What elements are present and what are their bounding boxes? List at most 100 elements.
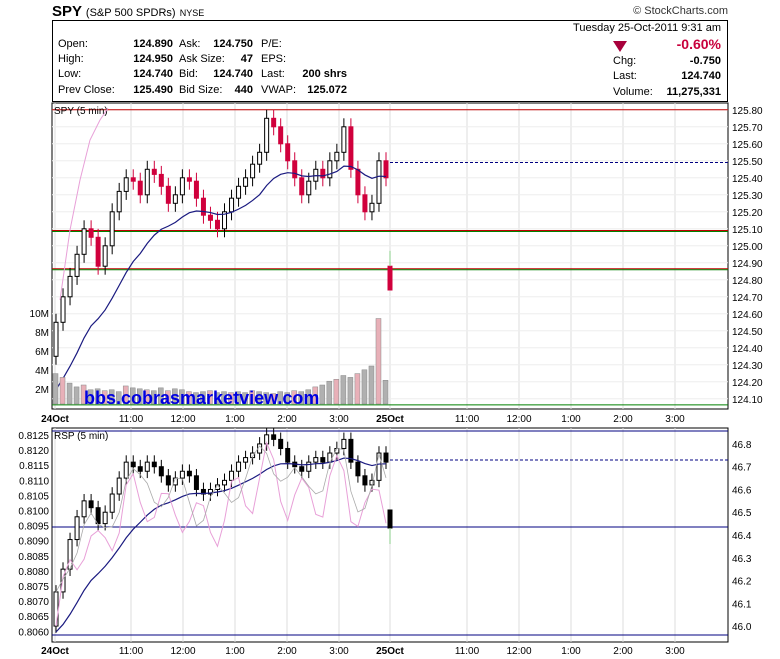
volume-bar <box>66 382 73 405</box>
rsp-left-tick-label: 0.8075 <box>18 582 49 593</box>
volume-bar <box>291 390 297 405</box>
price-candle-body <box>109 211 115 247</box>
volume-bar <box>94 388 101 405</box>
volume-bar <box>87 389 94 405</box>
price-candle-body <box>137 180 143 196</box>
low-label: Low: <box>58 68 82 80</box>
volume-bar <box>382 380 389 405</box>
rsp-candle-body <box>53 591 59 627</box>
date-line: Tuesday 25-Oct-2011 9:31 am <box>573 22 721 34</box>
price-candle-body <box>193 180 199 199</box>
rsp-candle-body <box>313 457 319 463</box>
volume-bar <box>284 392 290 405</box>
rsp-x-tick-label: 2:00 <box>613 646 633 657</box>
price-tick-label: 124.60 <box>732 310 763 321</box>
price-candle-body <box>116 190 122 213</box>
rsp-x-tick-label: 3:00 <box>665 646 685 657</box>
volume-bar <box>179 389 185 405</box>
volume-bar <box>80 384 87 405</box>
price-candle-body <box>88 228 94 238</box>
rsp-left-tick-label: 0.8115 <box>19 461 49 472</box>
volume-tick-label: 8M <box>35 328 49 339</box>
volume-bar <box>277 391 283 405</box>
watermark-text: bbs.cobrasmarketview.com <box>84 388 319 408</box>
volume-bar <box>305 389 312 405</box>
rsp-pink-overlay <box>55 440 387 627</box>
ask-label: Ask: <box>179 38 201 50</box>
price-x-tick-label: 2:00 <box>613 414 633 425</box>
price-candle-body <box>278 126 284 145</box>
price-tick-label: 124.50 <box>732 327 763 338</box>
price-candle-body <box>257 151 263 165</box>
volume-bar <box>298 391 304 405</box>
volume-bar <box>256 391 262 405</box>
down-arrow-icon <box>613 41 627 52</box>
price-candle-body <box>292 160 298 179</box>
rsp-candle-body <box>102 511 108 525</box>
bid-label: Bid: <box>179 68 198 80</box>
rsp-right-tick-label: 46.1 <box>732 599 752 610</box>
rsp-candle-body <box>88 500 94 509</box>
volume-bar <box>172 388 178 405</box>
brand-label[interactable]: © StockCharts.com <box>633 5 728 17</box>
price-candle-body <box>151 168 157 175</box>
price-candle-body <box>376 160 382 204</box>
price-candle-body <box>355 168 361 196</box>
rsp-candle-body <box>123 461 129 479</box>
price-tick-label: 125.50 <box>732 157 763 168</box>
rsp-today-candle <box>387 509 393 529</box>
rsp-x-tick-label: 11:00 <box>455 646 480 657</box>
rsp-candle-body <box>341 438 347 449</box>
rsp-left-tick-label: 0.8095 <box>18 522 49 533</box>
rsp-candle-body <box>285 447 291 463</box>
volume-bar <box>108 389 115 405</box>
rsp-right-tick-label: 46.6 <box>732 485 752 496</box>
rsp-candle-body <box>320 457 326 463</box>
price-candle-body <box>172 194 178 204</box>
price-x-tick-label: 3:00 <box>665 414 685 425</box>
volume-bar <box>354 373 361 405</box>
rsp-x-tick-label: 24Oct <box>41 646 69 657</box>
volume-bar <box>249 390 255 405</box>
price-candle-body <box>264 117 270 153</box>
price-candle-body <box>243 177 249 187</box>
volume-bar <box>73 386 80 405</box>
volume-bar <box>122 385 129 405</box>
volume-bar <box>137 388 143 405</box>
price-candle-body <box>320 168 326 179</box>
chg-label: Chg: <box>613 55 637 67</box>
rsp-left-tick-label: 0.8085 <box>18 552 49 563</box>
rsp-candle-body <box>130 461 136 468</box>
rsp-left-tick-label: 0.8100 <box>18 507 49 518</box>
volume-bar <box>319 384 326 405</box>
volume-bar <box>361 369 368 405</box>
price-tick-label: 125.40 <box>732 174 763 185</box>
price-tick-label: 125.80 <box>732 106 763 117</box>
volume-tick-label: 10M <box>30 309 49 320</box>
rsp-right-tick-label: 46.8 <box>732 440 752 451</box>
price-candle-body <box>327 160 333 179</box>
price-candle-body <box>229 197 235 213</box>
rsp-candle-body <box>95 507 101 525</box>
price-candle-body <box>222 211 228 230</box>
volume-bar <box>193 392 199 405</box>
symbol-fullname: (S&P 500 SPDRs) <box>85 7 176 19</box>
symbol: SPY <box>52 3 82 20</box>
volume-tick-label: 4M <box>35 366 49 377</box>
prev-close-value: 125.490 <box>133 84 173 96</box>
rsp-candle-body <box>299 466 305 472</box>
change-percent: -0.60% <box>676 36 721 52</box>
volume-bar <box>326 380 333 405</box>
volume-bar <box>347 377 354 405</box>
price-x-tick-label: 12:00 <box>506 414 531 425</box>
volume-bar <box>235 391 241 405</box>
price-x-tick-label: 24Oct <box>41 414 69 425</box>
vwap-label: VWAP: <box>261 84 297 96</box>
rsp-left-tick-label: 0.8070 <box>18 597 49 608</box>
price-candle-body <box>306 180 312 196</box>
price-candle-body <box>165 185 171 204</box>
volume-bar <box>375 318 382 405</box>
price-candle-body <box>214 219 220 230</box>
volume-bar <box>200 391 206 405</box>
